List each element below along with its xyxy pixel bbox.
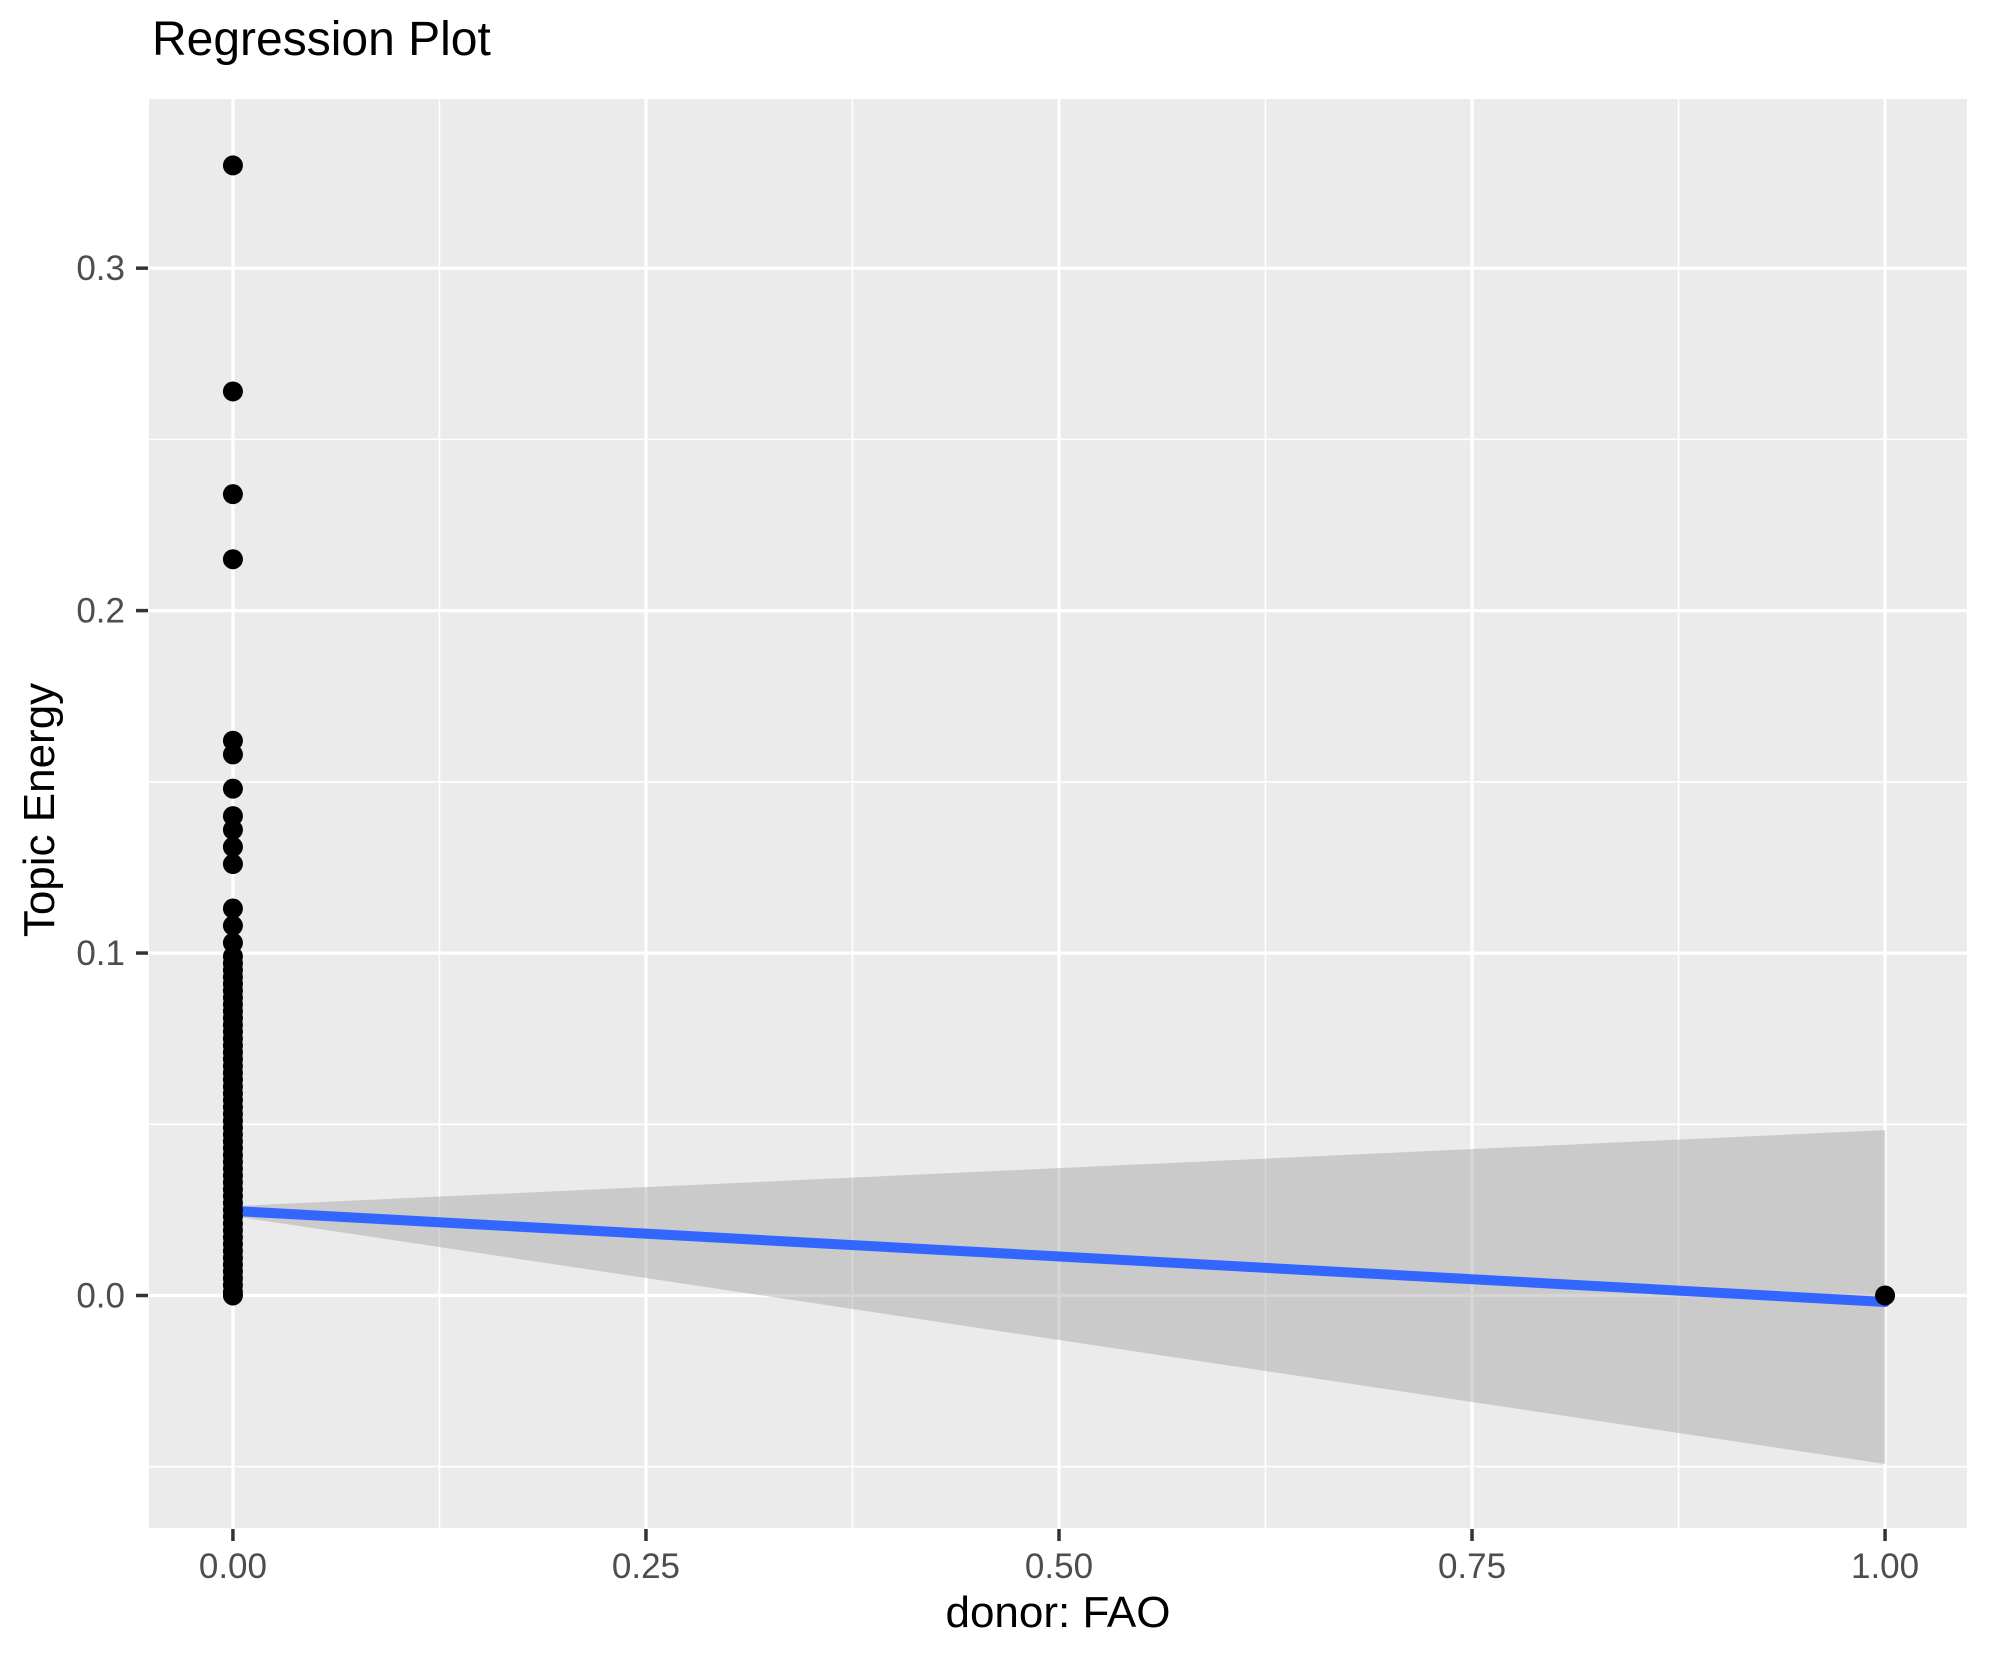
y-axis-title: Topic Energy (15, 682, 64, 938)
scatter-point (222, 932, 243, 953)
x-tick-label: 0.75 (1438, 1547, 1506, 1586)
scatter-point (222, 155, 243, 176)
scatter-point (222, 549, 243, 570)
scatter-point (222, 730, 243, 751)
scatter-point (222, 915, 243, 936)
y-tick-label: 0.3 (76, 249, 125, 288)
scatter-point (1875, 1285, 1896, 1306)
confidence-band (232, 1130, 1886, 1464)
x-tick-label: 0.50 (1025, 1547, 1093, 1586)
scatter-point (222, 381, 243, 402)
scatter-point (222, 819, 243, 840)
scatter-point (222, 778, 243, 799)
scatter-point (222, 1285, 243, 1306)
scatter-point (222, 744, 243, 765)
regression-line (227, 1205, 1891, 1307)
scatter-point (222, 898, 243, 919)
plot-title: Regression Plot (152, 13, 491, 66)
x-axis-title: donor: FAO (945, 1588, 1171, 1637)
x-tick-label: 0.25 (612, 1547, 680, 1586)
scatter-point (222, 806, 243, 827)
y-tick-label: 0.1 (76, 934, 125, 973)
scatter-point (222, 854, 243, 875)
y-tick-label: 0.2 (76, 592, 125, 631)
scatter-point (222, 484, 243, 505)
x-tick-label: 1.00 (1851, 1547, 1919, 1586)
x-tick-label: 0.00 (199, 1547, 267, 1586)
scatter-point (222, 836, 243, 857)
y-tick-label: 0.0 (76, 1276, 125, 1315)
